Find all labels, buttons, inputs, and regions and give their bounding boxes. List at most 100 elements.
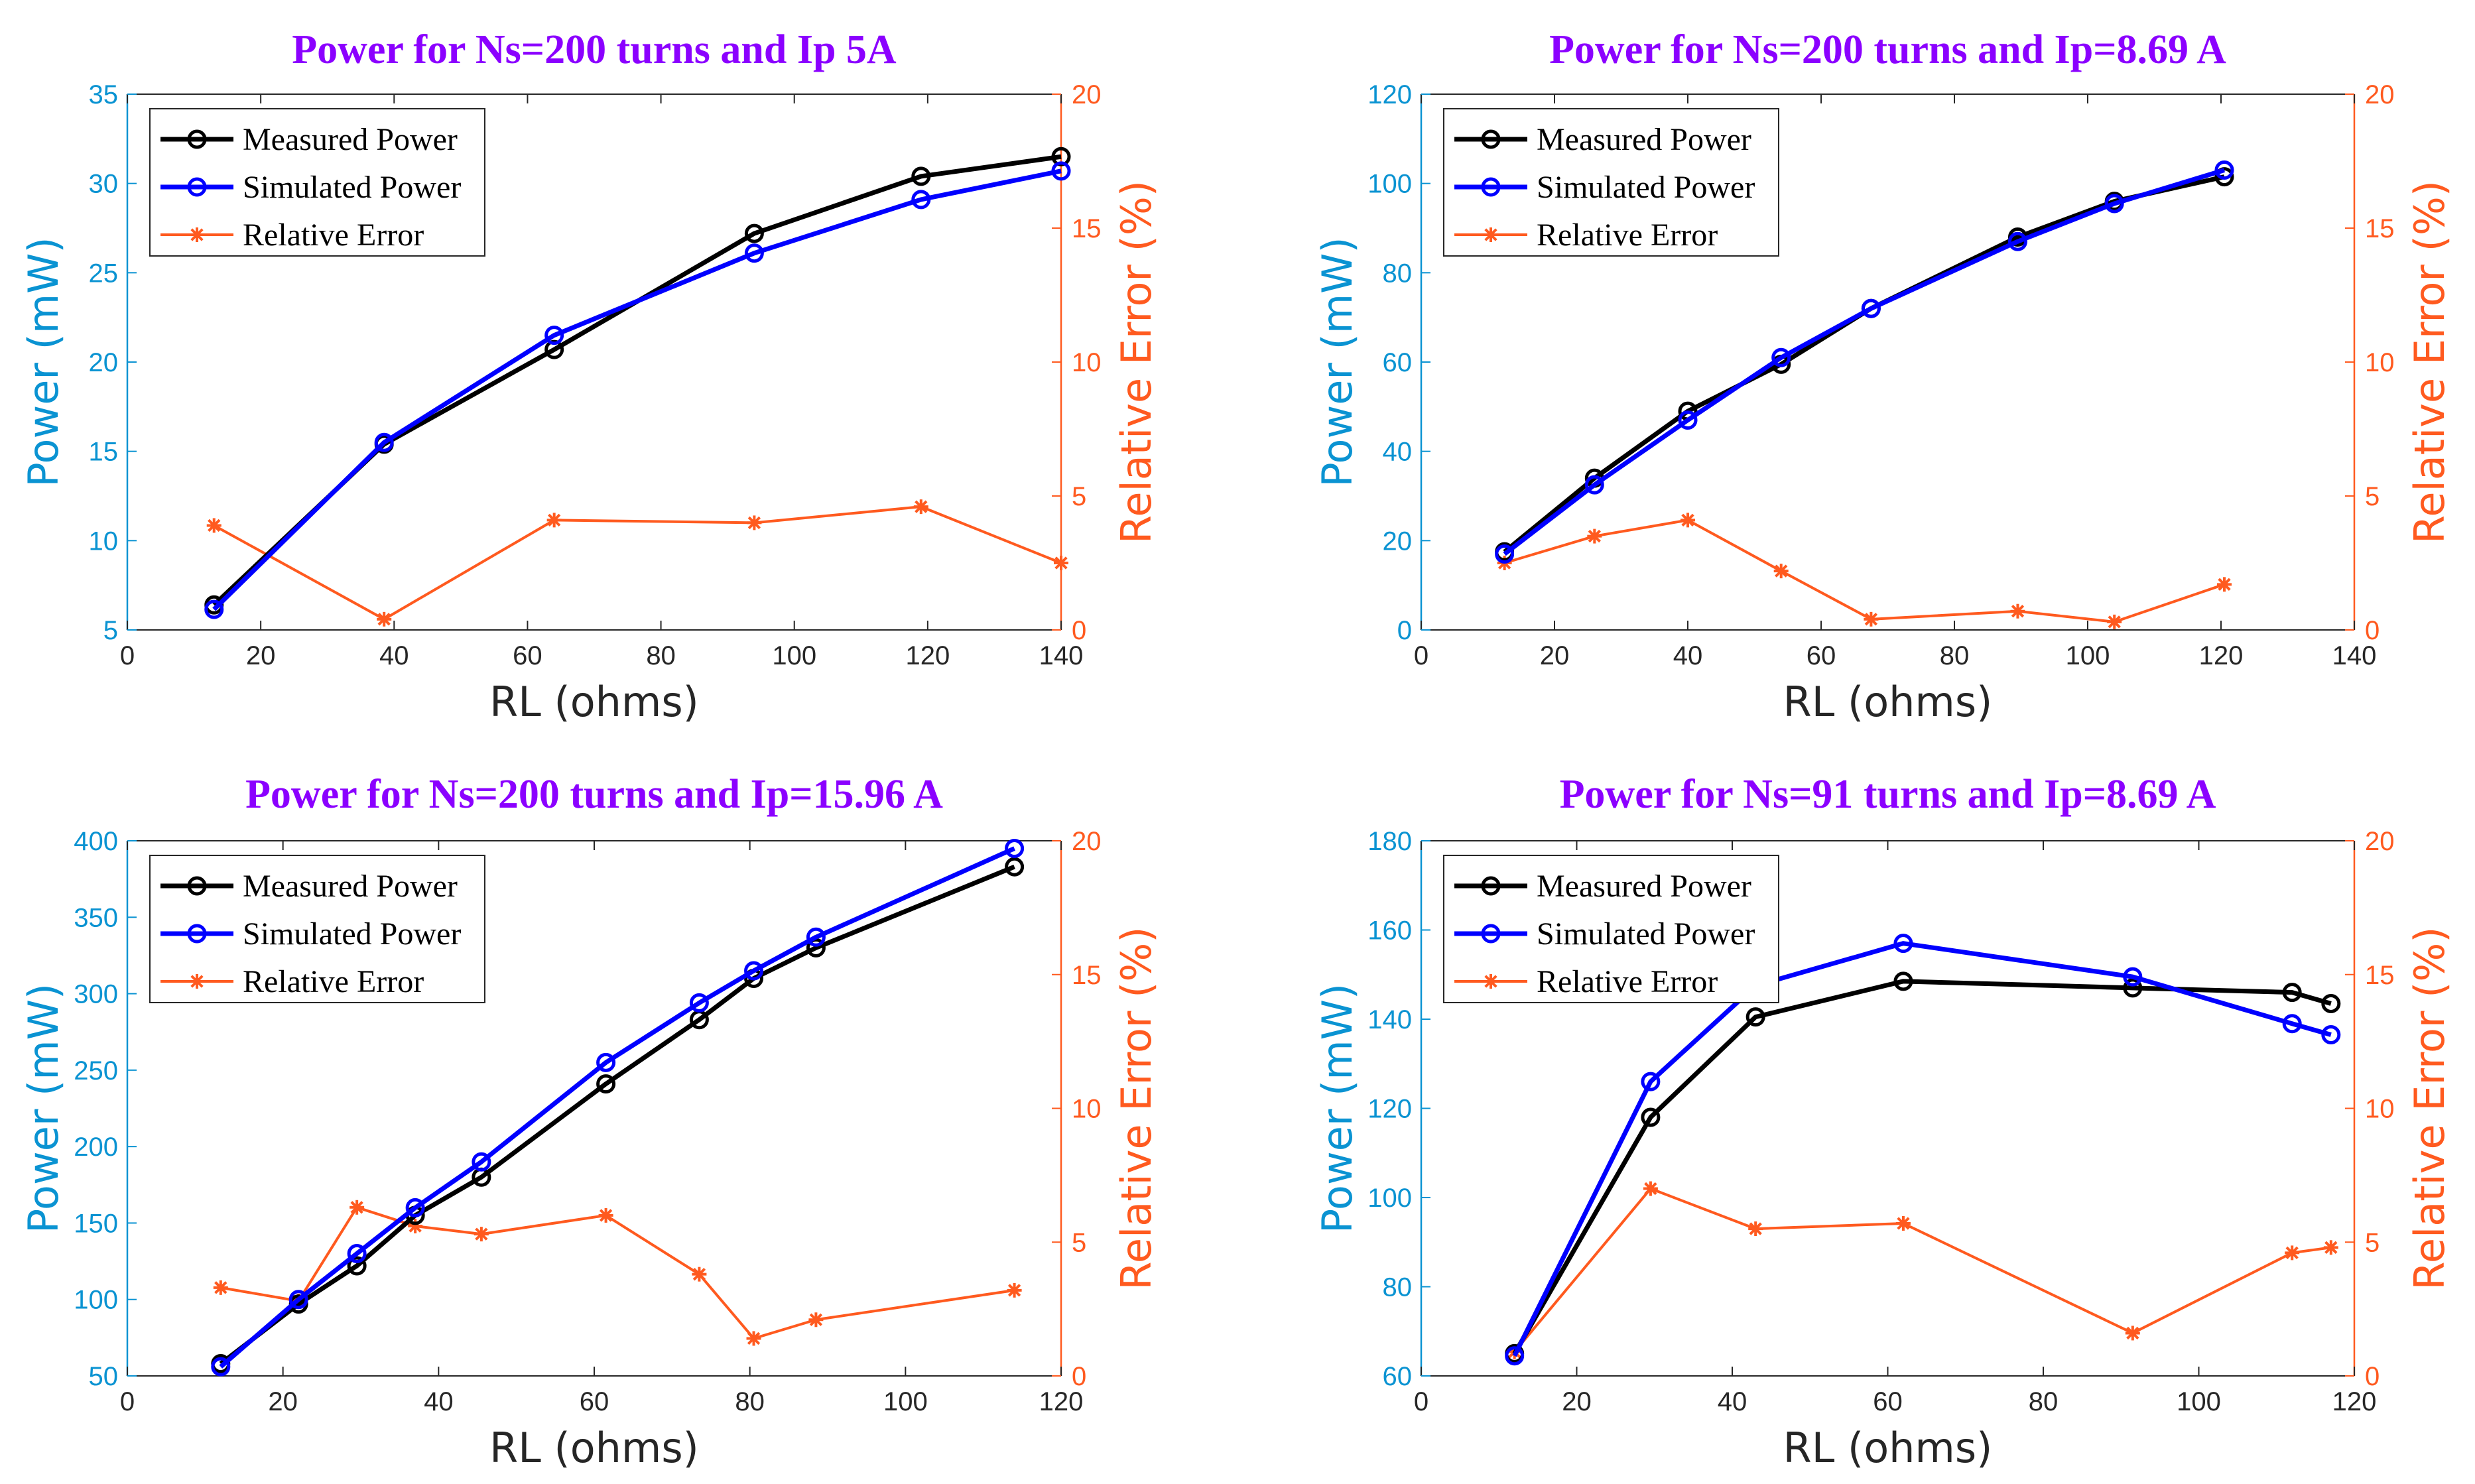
chart-3: Power for Ns=200 turns and Ip=15.96 A 0 20… (19, 772, 1161, 1472)
error-point-d2 (214, 1281, 227, 1294)
y2-tick-label: 15 (2365, 214, 2395, 243)
y2-tick-label: 5 (1072, 1228, 1086, 1257)
chart-4: Power for Ns=91 turns and Ip=8.69 A 0 20 40… (1313, 772, 2454, 1472)
x-tick-label: 100 (772, 641, 816, 670)
error-point (1007, 1282, 1022, 1298)
error-point-d2 (1864, 613, 1878, 626)
measured-point (347, 1256, 367, 1276)
error-point (1864, 611, 1879, 627)
legend-label: Simulated Power (243, 916, 461, 952)
x-tick-label: 0 (1414, 1387, 1428, 1416)
error-point-d2 (2218, 578, 2231, 591)
y-tick-label: 180 (1367, 827, 1412, 856)
x-tick-label: 80 (646, 641, 676, 670)
simulated-point (347, 1244, 367, 1264)
legend-circle-icon (1481, 129, 1501, 149)
legend-item-measured-power: Measured Power (1454, 122, 1751, 157)
y2-axis-label: Relative Error (%) (2405, 927, 2454, 1290)
error-point (377, 611, 392, 627)
y2-tick-label: 10 (2365, 348, 2395, 377)
y-tick-label: 100 (1367, 1184, 1412, 1213)
measured-point (1893, 971, 1913, 991)
y-tick-label: 350 (74, 903, 118, 932)
y2-tick-label: 5 (2365, 482, 2380, 511)
legend: Measured Power Simulated Power Relative Er… (1443, 855, 1779, 1003)
measured-point (1641, 1107, 1661, 1127)
y-tick-label: 50 (89, 1362, 119, 1391)
x-tick-label: 20 (268, 1387, 298, 1416)
series-line (219, 846, 1016, 1369)
legend-star-icon-d2 (190, 228, 204, 241)
simulated-point (806, 927, 826, 947)
error-point-d2 (2108, 615, 2121, 629)
y2-tick-label: 5 (1072, 482, 1086, 511)
x-axis-label: RL (ohms) (489, 1424, 699, 1472)
simulated-point (2123, 967, 2143, 987)
legend-label: Simulated Power (1537, 170, 1755, 205)
error-point (2125, 1326, 2140, 1341)
y-tick-label: 100 (1367, 170, 1412, 199)
x-tick-label: 120 (2332, 1387, 2377, 1416)
error-point (746, 1331, 761, 1346)
measured-point (2123, 978, 2143, 998)
legend-label: Measured Power (1537, 869, 1751, 904)
error-point-d2 (1588, 529, 1601, 543)
y-tick-label: 60 (1383, 348, 1413, 377)
legend-label: Measured Power (243, 869, 458, 904)
x-tick-label: 80 (735, 1387, 765, 1416)
x-tick-label: 20 (1540, 641, 1570, 670)
y-tick-label: 5 (103, 616, 118, 645)
x-axis-label: RL (ohms) (1783, 678, 1993, 726)
x-tick-label: 0 (120, 641, 135, 670)
error-point (2107, 614, 2122, 629)
error-point-d2 (1749, 1222, 1762, 1235)
error-point (1681, 513, 1695, 528)
y2-tick-label: 0 (2365, 616, 2380, 645)
legend-box (1443, 108, 1779, 257)
y-tick-label: 20 (1383, 526, 1413, 556)
chart-2: Power for Ns=200 turns and Ip=8.69 A 0 20 4… (1313, 27, 2454, 726)
legend-box (149, 855, 485, 1003)
legend-circle-icon (187, 876, 207, 896)
y-axis-label: Power (mW) (1313, 237, 1362, 487)
legend-star-icon (190, 227, 204, 242)
legend-item-simulated-power: Simulated Power (160, 170, 461, 205)
series-simulated-power (1495, 160, 2234, 564)
measured-point (1745, 1007, 1765, 1027)
series-relative-error (206, 499, 1068, 627)
simulated-point (1005, 839, 1025, 859)
legend-box (1443, 855, 1779, 1003)
legend-item-relative-error: Relative Error (1454, 964, 1718, 999)
error-point-d2 (809, 1313, 823, 1326)
x-axis-label: RL (ohms) (489, 678, 699, 726)
measured-point (744, 223, 764, 243)
error-point (598, 1207, 613, 1223)
error-point (1054, 556, 1068, 570)
legend-circle-icon (187, 177, 207, 197)
y2-axis-label: Relative Error (%) (1112, 180, 1161, 544)
error-point (913, 499, 928, 515)
error-point (1773, 564, 1789, 579)
y2-tick-label: 20 (1072, 80, 1102, 109)
error-point-d2 (692, 1268, 706, 1281)
error-point-d2 (475, 1227, 488, 1241)
x-tick-label: 40 (379, 641, 409, 670)
legend-circle-icon (1481, 924, 1501, 944)
y2-axis-label: Relative Error (%) (1112, 927, 1161, 1290)
y-tick-label: 100 (74, 1286, 118, 1315)
legend-item-simulated-power: Simulated Power (160, 916, 461, 952)
simulated-point (2214, 160, 2234, 180)
error-point-d2 (208, 519, 221, 532)
series-relative-error (213, 1200, 1022, 1346)
legend-label: Simulated Power (243, 170, 461, 205)
series-line (1503, 168, 2226, 556)
error-point (1895, 1216, 1911, 1231)
legend-label: Measured Power (243, 122, 458, 157)
chart-title: Power for Ns=200 turns and Ip 5A (292, 27, 897, 72)
y-tick-label: 160 (1367, 916, 1412, 946)
simulated-point (374, 432, 394, 452)
legend: Measured Power Simulated Power Relative Er… (1443, 108, 1779, 257)
series-line (1512, 941, 2332, 1357)
legend-item-simulated-power: Simulated Power (1454, 916, 1755, 952)
